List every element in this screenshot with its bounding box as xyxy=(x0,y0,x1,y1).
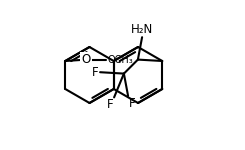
Text: OCH₃: OCH₃ xyxy=(108,55,134,65)
Text: F: F xyxy=(129,97,136,110)
Text: F: F xyxy=(107,98,113,111)
Text: H₂N: H₂N xyxy=(131,23,153,36)
Text: F: F xyxy=(91,66,98,79)
Text: O: O xyxy=(82,53,91,66)
